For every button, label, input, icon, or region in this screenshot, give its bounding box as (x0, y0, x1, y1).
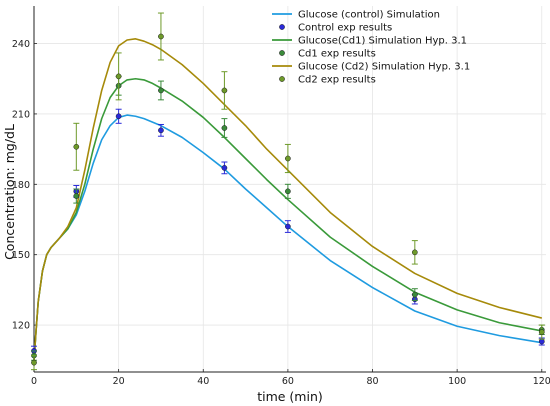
axes (33, 6, 546, 373)
y-tick-label: 240 (12, 39, 30, 50)
x-tick-label: 40 (197, 376, 209, 387)
x-axis-title: time (min) (257, 389, 323, 404)
data-point-5 (158, 33, 164, 40)
x-tick-label: 20 (113, 376, 125, 387)
legend: Glucose (control) Simulation Control exp … (272, 10, 470, 86)
x-tick-label: 80 (366, 376, 378, 387)
data-point-5 (538, 329, 545, 335)
data-point-1 (285, 223, 291, 230)
tick-labels: 0 20 40 60 80 100 120 120 150 180 210 240 (12, 39, 550, 387)
legend-label: Control exp results (298, 23, 392, 34)
data-point-3 (73, 193, 80, 199)
legend-swatch-point (279, 50, 285, 56)
y-tick-label: 120 (12, 321, 30, 332)
y-tick-label: 210 (12, 109, 30, 120)
legend-label: Glucose (control) Simulation (298, 10, 440, 21)
plot-area (31, 12, 545, 371)
data-point-1 (538, 338, 545, 345)
data-point-3 (158, 87, 164, 94)
data-point-1 (158, 127, 164, 134)
legend-swatch-point (279, 76, 285, 82)
series-line-4 (33, 38, 542, 361)
legend-swatch-point (279, 24, 285, 30)
data-point-1 (115, 113, 122, 120)
x-tick-label: 100 (448, 376, 466, 387)
x-tick-label: 60 (282, 376, 294, 387)
data-point-5 (115, 73, 122, 80)
data-point-5 (31, 359, 37, 366)
x-tick-label: 120 (533, 376, 550, 387)
data-point-5 (73, 143, 80, 150)
data-point-3 (285, 188, 291, 195)
y-axis-title: Concentration: mg/dL (2, 124, 17, 260)
data-point-3 (221, 125, 228, 131)
y-tick-label: 150 (12, 250, 30, 261)
x-tick-label: 0 (31, 376, 37, 387)
legend-label: Cd1 exp results (298, 49, 376, 60)
y-tick-label: 180 (12, 180, 30, 191)
legend-label: Glucose (Cd2) Simulation Hyp. 3.1 (298, 62, 470, 73)
legend-label: Cd2 exp results (298, 75, 376, 86)
data-point-5 (411, 249, 418, 256)
data-point-5 (285, 155, 291, 162)
data-point-3 (411, 291, 418, 298)
data-point-5 (221, 87, 228, 94)
legend-label: Glucose(Cd1) Simulation Hyp. 3.1 (298, 36, 467, 47)
data-point-1 (221, 165, 228, 171)
